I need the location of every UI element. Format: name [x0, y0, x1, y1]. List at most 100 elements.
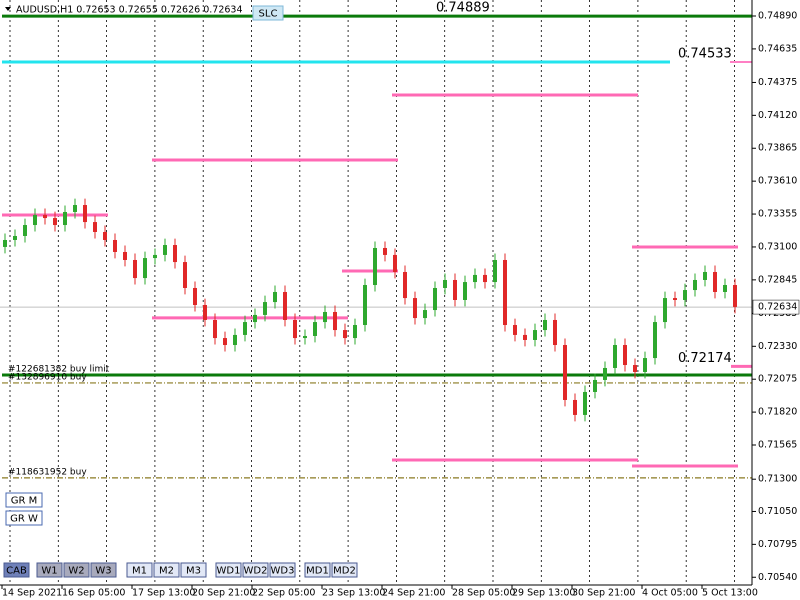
- button-face[interactable]: [36, 562, 63, 578]
- candle-body: [93, 222, 97, 232]
- button-face[interactable]: [126, 562, 153, 578]
- button-face[interactable]: [242, 562, 269, 578]
- y-tick-label: 0.70540: [758, 572, 797, 583]
- button-face[interactable]: [3, 562, 30, 578]
- candle-body: [63, 211, 67, 226]
- y-tick-label: 0.70795: [758, 539, 797, 550]
- candle-body: [403, 271, 407, 299]
- button[interactable]: M1: [126, 562, 153, 578]
- candle-body: [183, 262, 187, 288]
- order-label: #122681382 buy limit: [8, 364, 110, 374]
- candle-body: [453, 279, 457, 300]
- button-face[interactable]: [5, 492, 43, 508]
- button[interactable]: MD1: [304, 562, 331, 578]
- y-tick-label: 0.72075: [758, 374, 797, 385]
- candle-body: [233, 334, 237, 346]
- x-tick-label: 16 Sep 05:00: [62, 588, 125, 599]
- button[interactable]: W2: [63, 562, 90, 578]
- button-face[interactable]: [269, 562, 296, 578]
- candle-body: [493, 259, 497, 283]
- button-label[interactable]: WD3: [271, 566, 295, 577]
- button-label[interactable]: M3: [186, 566, 201, 577]
- candle-body: [603, 367, 607, 380]
- button[interactable]: W1: [36, 562, 63, 578]
- candle-body: [653, 322, 657, 359]
- button-face[interactable]: [215, 562, 242, 578]
- x-tick-label: 23 Sep 13:00: [322, 588, 385, 599]
- button[interactable]: MD2: [331, 562, 358, 578]
- button-label[interactable]: M2: [159, 566, 174, 577]
- candle-body: [443, 279, 447, 288]
- y-tick-label: 0.72330: [758, 341, 797, 352]
- button-label[interactable]: WD1: [217, 566, 241, 577]
- y-tick-label: 0.71565: [758, 440, 797, 451]
- button[interactable]: CAB: [3, 562, 30, 578]
- candle-body: [613, 345, 617, 368]
- button-face[interactable]: [180, 562, 207, 578]
- button-label[interactable]: MD1: [306, 566, 329, 577]
- button-face[interactable]: [153, 562, 180, 578]
- button[interactable]: W3: [90, 562, 117, 578]
- button[interactable]: GR W: [5, 510, 43, 526]
- button[interactable]: WD3: [269, 562, 296, 578]
- button[interactable]: M2: [153, 562, 180, 578]
- button-label[interactable]: WD2: [244, 566, 268, 577]
- candle-body: [13, 235, 17, 240]
- current-price-label: 0.72634: [758, 302, 797, 313]
- button[interactable]: SLC: [252, 5, 284, 21]
- button[interactable]: M3: [180, 562, 207, 578]
- y-tick-label: 0.71300: [758, 474, 797, 485]
- candle-body: [673, 298, 677, 300]
- button-face[interactable]: [304, 562, 331, 578]
- button-label[interactable]: W1: [41, 566, 57, 577]
- candle-body: [273, 291, 277, 303]
- candle-body: [123, 251, 127, 260]
- menu-arrow[interactable]: [5, 7, 11, 11]
- button-label[interactable]: CAB: [6, 566, 27, 577]
- y-tick-label: 0.74375: [758, 77, 797, 88]
- x-tick-label: 17 Sep 13:00: [132, 588, 195, 599]
- candle-body: [533, 330, 537, 340]
- x-tick-label: 5 Oct 13:00: [702, 588, 758, 599]
- candle-body: [733, 285, 737, 307]
- candle-body: [373, 247, 377, 286]
- candle-body: [573, 399, 577, 415]
- candle-body: [693, 279, 697, 291]
- candle-body: [133, 259, 137, 279]
- candle-body: [143, 258, 147, 279]
- button[interactable]: WD2: [242, 562, 269, 578]
- button-face[interactable]: [63, 562, 90, 578]
- candle-body: [503, 259, 507, 326]
- button-label[interactable]: W3: [95, 566, 111, 577]
- candle-body: [423, 310, 427, 319]
- button-label[interactable]: W2: [68, 566, 84, 577]
- candle-body: [293, 319, 297, 339]
- candle-body: [213, 319, 217, 339]
- button-face[interactable]: [331, 562, 358, 578]
- candle-body: [383, 247, 387, 255]
- button-face[interactable]: [252, 5, 284, 21]
- candle-body: [193, 287, 197, 306]
- candle-body: [113, 239, 117, 252]
- button[interactable]: GR M: [5, 492, 43, 508]
- x-tick-label: 29 Sep 13:00: [512, 588, 575, 599]
- button-label[interactable]: MD2: [333, 566, 356, 577]
- candle-body: [483, 274, 487, 283]
- button-label[interactable]: SLC: [259, 9, 278, 20]
- candle-body: [413, 298, 417, 319]
- candle-body: [3, 239, 7, 247]
- button-face[interactable]: [5, 510, 43, 526]
- button-label[interactable]: GR W: [10, 514, 38, 525]
- y-tick-label: 0.73355: [758, 209, 797, 220]
- candle-body: [83, 205, 87, 223]
- button-label[interactable]: GR M: [11, 496, 38, 507]
- button-label[interactable]: M1: [132, 566, 147, 577]
- button-face[interactable]: [90, 562, 117, 578]
- candle-body: [43, 214, 47, 219]
- candle-body: [663, 298, 667, 323]
- button[interactable]: WD1: [215, 562, 242, 578]
- level-label: 0.72174: [678, 351, 732, 366]
- candle-body: [253, 314, 257, 323]
- level-label: 0.74533: [678, 47, 732, 62]
